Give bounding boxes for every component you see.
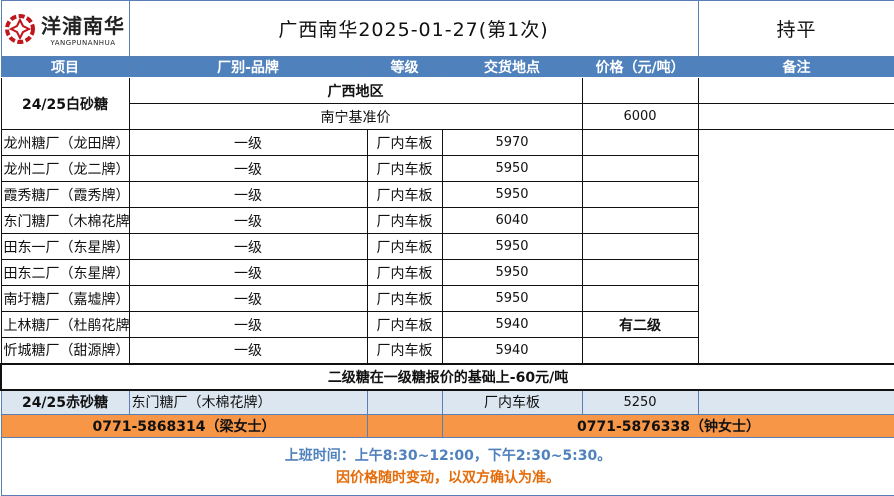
price: 5970 (442, 130, 582, 156)
delivery: 厂内车板 (367, 208, 442, 234)
disclaimer: 因价格随时变动，以双方确认为准。 (2, 467, 894, 489)
delivery: 厂内车板 (442, 390, 582, 415)
delivery: 厂内车板 (367, 234, 442, 260)
note (582, 156, 698, 182)
grade: 一级 (129, 260, 367, 286)
factory: 南圩糖厂（嘉墟牌） (1, 286, 129, 312)
factory: 田东一厂（东星牌） (1, 234, 129, 260)
delivery: 厂内车板 (367, 130, 442, 156)
note (582, 182, 698, 208)
col-header-item: 项目 (1, 57, 129, 78)
grade: 一级 (129, 208, 367, 234)
base-price-label: 南宁基准价 (129, 104, 582, 130)
trend-label: 持平 (698, 1, 894, 57)
price: 6040 (442, 208, 582, 234)
page-title: 广西南华2025-01-27(第1次) (129, 1, 698, 57)
contact-1: 0771-5868314（梁女士） (1, 415, 367, 438)
note (582, 208, 698, 234)
note (698, 390, 894, 415)
footer: 上班时间：上午8:30~12:00，下午2:30~5:30。 因价格随时变动，以… (1, 438, 894, 496)
grade (367, 390, 442, 415)
grade: 一级 (129, 234, 367, 260)
price: 5950 (442, 286, 582, 312)
price: 5940 (442, 312, 582, 338)
delivery: 厂内车板 (367, 182, 442, 208)
price: 5250 (582, 390, 698, 415)
grade: 一级 (129, 156, 367, 182)
category-red-sugar: 24/25赤砂糖 (1, 390, 129, 415)
delivery: 厂内车板 (367, 312, 442, 338)
factory: 龙州二厂（龙二牌） (1, 156, 129, 182)
price: 5950 (442, 182, 582, 208)
col-header-price: 价格（元/吨） (582, 57, 698, 78)
factory: 龙州糖厂（龙田牌） (1, 130, 129, 156)
col-header-grade: 等级 (367, 57, 442, 78)
note: 有二级 (582, 312, 698, 338)
price: 5940 (442, 338, 582, 364)
contact-2: 0771-5876338（钟女士） (442, 415, 894, 438)
col-header-delivery: 交货地点 (442, 57, 582, 78)
factory: 田东二厂（东星牌） (1, 260, 129, 286)
category-white-sugar: 24/25白砂糖 (1, 78, 129, 130)
delivery: 厂内车板 (367, 260, 442, 286)
factory: 忻城糖厂（甜源牌） (1, 338, 129, 364)
note (582, 338, 698, 364)
factory: 霞秀糖厂（霞秀牌） (1, 182, 129, 208)
note (582, 260, 698, 286)
region-label: 广西地区 (129, 78, 582, 104)
note (582, 234, 698, 260)
grade: 一级 (129, 182, 367, 208)
office-hours: 上班时间：上午8:30~12:00，下午2:30~5:30。 (2, 445, 894, 467)
logo-icon (5, 14, 35, 44)
factory: 东门糖厂（木棉花牌） (129, 390, 367, 415)
price: 5950 (442, 234, 582, 260)
delivery: 厂内车板 (367, 156, 442, 182)
grade: 一级 (129, 338, 367, 364)
grade: 一级 (129, 286, 367, 312)
col-header-factory: 厂别-品牌 (129, 57, 367, 78)
note (582, 130, 698, 156)
grade: 一级 (129, 312, 367, 338)
factory: 东门糖厂（木棉花牌） (1, 208, 129, 234)
col-header-note: 备注 (698, 57, 894, 78)
grade-note: 二级糖在一级糖报价的基础上-60元/吨 (1, 364, 894, 390)
price: 5950 (442, 260, 582, 286)
delivery: 厂内车板 (367, 286, 442, 312)
grade: 一级 (129, 130, 367, 156)
note (582, 286, 698, 312)
factory: 上林糖厂（杜鹃花牌） (1, 312, 129, 338)
base-price: 6000 (582, 104, 698, 130)
delivery: 厂内车板 (367, 338, 442, 364)
price: 5950 (442, 156, 582, 182)
